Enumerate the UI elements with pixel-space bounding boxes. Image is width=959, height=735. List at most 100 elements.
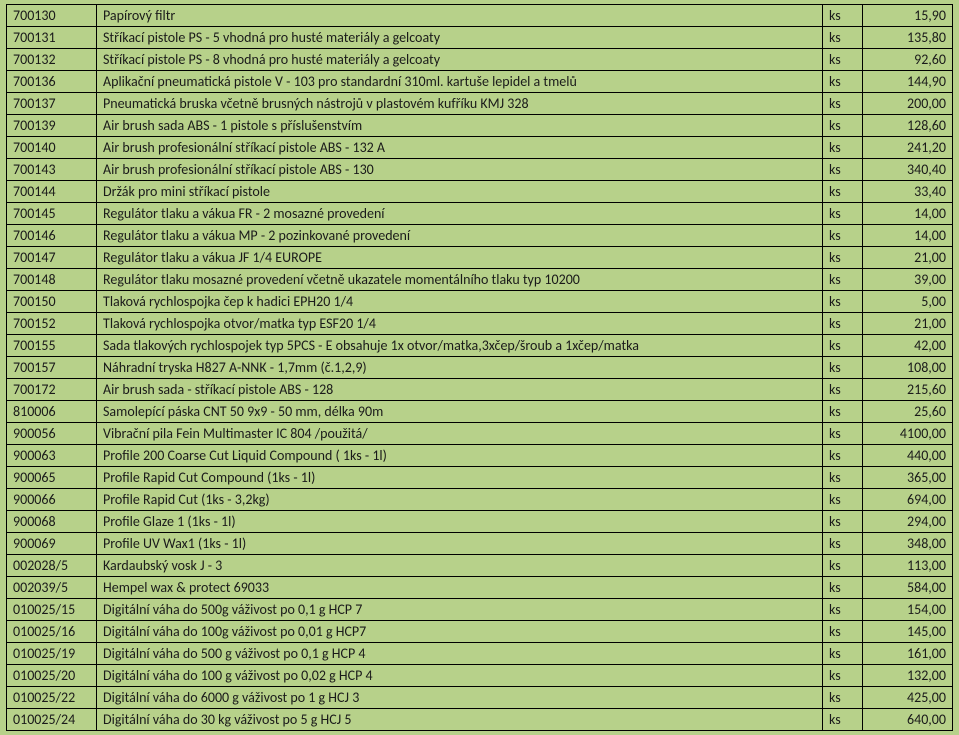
cell-code: 900066 [7,489,97,511]
cell-unit: ks [823,5,863,27]
cell-code: 900063 [7,445,97,467]
cell-description: Profile 200 Coarse Cut Liquid Compound (… [97,445,823,467]
cell-description: Samolepící páska CNT 50 9x9 - 50 mm, dél… [97,401,823,423]
table-row: 700172Air brush sada - stříkací pistole … [7,379,953,401]
cell-code: 002039/5 [7,577,97,599]
cell-unit: ks [823,665,863,687]
cell-unit: ks [823,71,863,93]
cell-unit: ks [823,313,863,335]
cell-price: 21,00 [863,247,953,269]
table-row: 700147Regulátor tlaku a vákua JF 1/4 EUR… [7,247,953,269]
table-row: 900063Profile 200 Coarse Cut Liquid Comp… [7,445,953,467]
cell-price: 425,00 [863,687,953,709]
cell-description: Držák pro mini stříkací pistole [97,181,823,203]
cell-code: 700147 [7,247,97,269]
cell-code: 700157 [7,357,97,379]
cell-code: 700144 [7,181,97,203]
table-row: 700140Air brush profesionální stříkací p… [7,137,953,159]
cell-description: Papírový filtr [97,5,823,27]
cell-unit: ks [823,379,863,401]
cell-description: Regulátor tlaku mosazné provedení včetně… [97,269,823,291]
cell-description: Kardaubský vosk J - 3 [97,555,823,577]
cell-unit: ks [823,445,863,467]
cell-code: 700155 [7,335,97,357]
cell-description: Regulátor tlaku a vákua MP - 2 pozinkova… [97,225,823,247]
cell-unit: ks [823,533,863,555]
cell-price: 33,40 [863,181,953,203]
table-row: 900056Vibrační pila Fein Multimaster IC … [7,423,953,445]
cell-price: 132,00 [863,665,953,687]
table-row: 700139Air brush sada ABS - 1 pistole s p… [7,115,953,137]
cell-price: 640,00 [863,709,953,731]
cell-description: Profile Rapid Cut Compound (1ks - 1l) [97,467,823,489]
cell-description: Digitální váha do 6000 g váživost po 1 g… [97,687,823,709]
cell-price: 135,80 [863,27,953,49]
cell-unit: ks [823,269,863,291]
table-row: 900069Profile UV Wax1 (1ks - 1l)ks348,00 [7,533,953,555]
table-row: 700155Sada tlakových rychlospojek typ 5P… [7,335,953,357]
table-row: 700136Aplikační pneumatická pistole V - … [7,71,953,93]
cell-code: 700172 [7,379,97,401]
cell-unit: ks [823,511,863,533]
cell-unit: ks [823,621,863,643]
cell-description: Vibrační pila Fein Multimaster IC 804 /p… [97,423,823,445]
table-row: 010025/24Digitální váha do 30 kg váživos… [7,709,953,731]
cell-code: 010025/24 [7,709,97,731]
cell-price: 5,00 [863,291,953,313]
table-row: 700157Náhradní tryska H827 A-NNK - 1,7mm… [7,357,953,379]
table-row: 700148Regulátor tlaku mosazné provedení … [7,269,953,291]
cell-price: 694,00 [863,489,953,511]
cell-description: Digitální váha do 100 g váživost po 0,02… [97,665,823,687]
cell-unit: ks [823,137,863,159]
cell-unit: ks [823,357,863,379]
cell-code: 010025/22 [7,687,97,709]
cell-price: 4100,00 [863,423,953,445]
table-row: 700131Stříkací pistole PS - 5 vhodná pro… [7,27,953,49]
cell-code: 700152 [7,313,97,335]
cell-description: Air brush sada ABS - 1 pistole s přísluš… [97,115,823,137]
cell-code: 700136 [7,71,97,93]
cell-code: 010025/19 [7,643,97,665]
cell-description: Digitální váha do 500g váživost po 0,1 g… [97,599,823,621]
table-row: 010025/16Digitální váha do 100g váživost… [7,621,953,643]
table-row: 700152Tlaková rychlospojka otvor/matka t… [7,313,953,335]
table-row: 700132Stříkací pistole PS - 8 vhodná pro… [7,49,953,71]
cell-price: 113,00 [863,555,953,577]
price-table: 700130Papírový filtrks15,90700131Stříkac… [6,4,953,731]
table-row: 900065Profile Rapid Cut Compound (1ks - … [7,467,953,489]
table-row: 700150Tlaková rychlospojka čep k hadici … [7,291,953,313]
cell-unit: ks [823,555,863,577]
cell-price: 340,40 [863,159,953,181]
cell-price: 365,00 [863,467,953,489]
table-row: 900066Profile Rapid Cut (1ks - 3,2kg)ks6… [7,489,953,511]
cell-unit: ks [823,225,863,247]
cell-price: 215,60 [863,379,953,401]
table-row: 900068Profile Glaze 1 (1ks - 1l)ks294,00 [7,511,953,533]
cell-code: 900065 [7,467,97,489]
cell-price: 14,00 [863,203,953,225]
table-row: 700146Regulátor tlaku a vákua MP - 2 poz… [7,225,953,247]
cell-price: 241,20 [863,137,953,159]
cell-code: 700150 [7,291,97,313]
cell-description: Tlaková rychlospojka otvor/matka typ ESF… [97,313,823,335]
cell-code: 900069 [7,533,97,555]
cell-unit: ks [823,687,863,709]
cell-price: 92,60 [863,49,953,71]
cell-price: 200,00 [863,93,953,115]
cell-code: 700137 [7,93,97,115]
cell-price: 42,00 [863,335,953,357]
cell-description: Tlaková rychlospojka čep k hadici EPH20 … [97,291,823,313]
cell-unit: ks [823,401,863,423]
cell-code: 700148 [7,269,97,291]
cell-code: 700130 [7,5,97,27]
cell-description: Stříkací pistole PS - 8 vhodná pro husté… [97,49,823,71]
cell-code: 700139 [7,115,97,137]
cell-description: Sada tlakových rychlospojek typ 5PCS - E… [97,335,823,357]
cell-unit: ks [823,489,863,511]
cell-description: Profile Rapid Cut (1ks - 3,2kg) [97,489,823,511]
cell-code: 900068 [7,511,97,533]
cell-unit: ks [823,467,863,489]
cell-code: 810006 [7,401,97,423]
cell-code: 700146 [7,225,97,247]
cell-unit: ks [823,577,863,599]
